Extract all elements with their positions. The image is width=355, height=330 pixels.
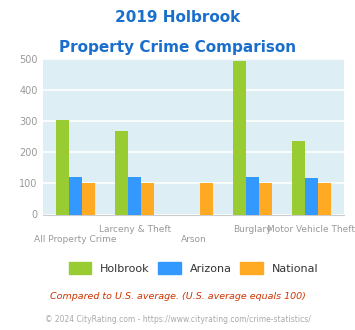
Bar bbox=[318, 182, 331, 214]
Bar bbox=[128, 177, 141, 214]
Text: 2019 Holbrook: 2019 Holbrook bbox=[115, 10, 240, 25]
Text: All Property Crime: All Property Crime bbox=[34, 235, 117, 244]
Bar bbox=[200, 182, 213, 214]
Bar bbox=[233, 61, 246, 214]
Bar bbox=[69, 177, 82, 214]
Bar bbox=[305, 178, 318, 214]
Text: Arson: Arson bbox=[181, 235, 206, 244]
Text: Larceny & Theft: Larceny & Theft bbox=[99, 225, 171, 234]
Bar bbox=[82, 182, 95, 214]
Bar bbox=[56, 120, 69, 214]
Bar bbox=[115, 131, 128, 214]
Text: © 2024 CityRating.com - https://www.cityrating.com/crime-statistics/: © 2024 CityRating.com - https://www.city… bbox=[45, 315, 310, 324]
Legend: Holbrook, Arizona, National: Holbrook, Arizona, National bbox=[65, 259, 322, 277]
Bar bbox=[141, 182, 154, 214]
Text: Burglary: Burglary bbox=[233, 225, 272, 234]
Text: Motor Vehicle Theft: Motor Vehicle Theft bbox=[267, 225, 355, 234]
Text: Property Crime Comparison: Property Crime Comparison bbox=[59, 40, 296, 54]
Bar bbox=[246, 177, 259, 214]
Bar bbox=[259, 182, 272, 214]
Bar bbox=[292, 141, 305, 214]
Text: Compared to U.S. average. (U.S. average equals 100): Compared to U.S. average. (U.S. average … bbox=[50, 292, 305, 301]
